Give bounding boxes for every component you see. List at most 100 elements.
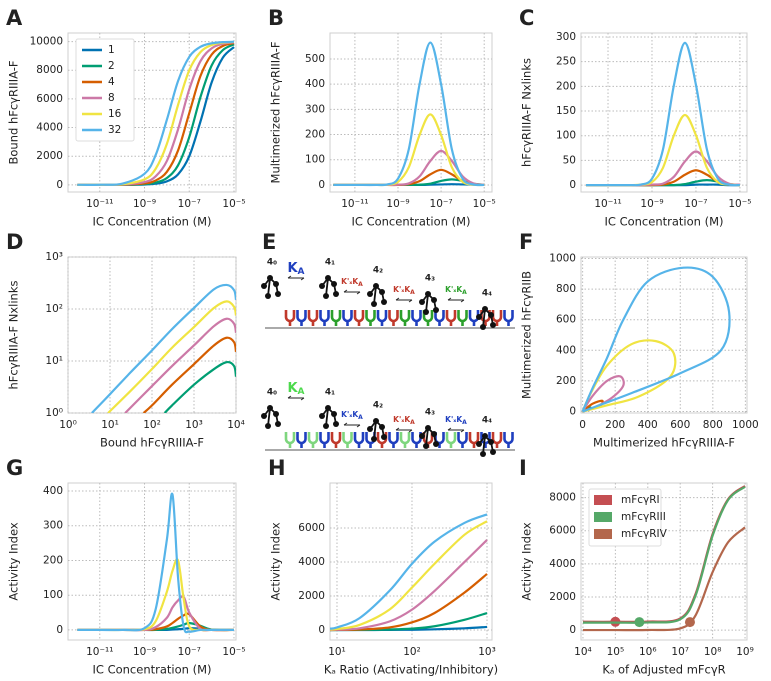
receptor (480, 432, 491, 448)
state-label: 4₂ (373, 266, 383, 276)
x-tick-label: 600 (670, 419, 690, 431)
rate-constant: K'ₓKA (445, 285, 467, 296)
y-tick-label: 10⁰ (45, 407, 63, 419)
y-axis-label: Activity Index (269, 522, 283, 601)
receptor (353, 310, 365, 326)
equilibrium-arrow (395, 427, 413, 433)
x-axis-label: IC Concentration (M) (605, 215, 724, 229)
y-tick-label: 500 (305, 53, 325, 65)
receptor (457, 432, 468, 448)
x-tick-label: 10⁶ (639, 646, 657, 658)
x-tick-label: 10² (403, 646, 421, 658)
state-label: 4₄ (482, 416, 492, 426)
y-tick-label: 100 (556, 130, 576, 142)
y-tick-label: 300 (556, 31, 576, 43)
equilibrium-arrow (287, 275, 305, 281)
x-axis-label: Kₐ Ratio (Activating/Inhibitory) (324, 663, 498, 677)
x-tick-label: 10⁻⁷ (684, 198, 707, 210)
state-label: 4₃ (425, 274, 435, 284)
plot-area (329, 482, 493, 641)
x-tick-label: 10⁻¹¹ (341, 198, 368, 210)
y-tick-label: 200 (305, 129, 325, 141)
state-label: 4₀ (267, 388, 277, 398)
x-tick-label: 10⁴ (574, 646, 592, 658)
y-tick-label: 200 (556, 80, 576, 92)
legend-label: mFcγRIII (621, 511, 666, 523)
x-tick-label: 10⁻⁵ (222, 198, 245, 210)
receptor (411, 432, 422, 448)
constant-symbol: K'ₓK (393, 415, 411, 424)
y-tick-label: 0 (569, 624, 576, 636)
y-tick-label: 100 (43, 589, 63, 601)
x-tick-label: 1000 (732, 419, 759, 431)
panel-label: C (519, 6, 534, 30)
series-line (77, 492, 234, 634)
receptor (491, 432, 503, 448)
x-axis-label: IC Concentration (M) (93, 215, 212, 229)
series-line (581, 266, 731, 413)
x-tick-label: 10⁷ (671, 646, 689, 658)
x-tick-label: 10⁻⁷ (430, 198, 453, 210)
y-tick-label: 10¹ (45, 355, 63, 367)
ic-link (321, 407, 337, 427)
y-tick-label: 400 (43, 485, 63, 497)
x-tick-label: 800 (703, 419, 723, 431)
legend-swatch (594, 512, 612, 522)
receptor (388, 432, 399, 448)
ic-link (478, 435, 494, 455)
rate-constant: KA (287, 261, 304, 277)
x-tick-label: 10⁻⁹ (640, 198, 663, 210)
y-tick-label: 200 (43, 554, 63, 566)
y-tick-label: 50 (563, 154, 576, 166)
y-tick-label: 4000 (298, 556, 325, 568)
y-axis-label: Activity Index (7, 522, 21, 601)
y-tick-label: 4000 (549, 558, 576, 570)
y-tick-label: 300 (43, 520, 63, 532)
x-tick-label: 200 (605, 419, 625, 431)
x-tick-label: 10⁵ (607, 646, 625, 658)
rate-constant: K'ₓKA (341, 277, 363, 288)
series-line (77, 40, 235, 186)
state-label: 4₄ (482, 289, 492, 299)
receptor (342, 432, 353, 448)
legend-box (75, 38, 135, 142)
receptor (457, 310, 468, 326)
legend-label: 1 (108, 44, 115, 56)
constant-symbol: K'ₓK (445, 285, 463, 294)
marker (634, 617, 645, 628)
ic-link (369, 285, 385, 305)
y-tick-label: 400 (305, 78, 325, 90)
receptor (388, 310, 399, 326)
panel-label: B (268, 6, 284, 30)
ic-link (421, 293, 437, 313)
receptor (330, 310, 342, 326)
y-tick-label: 6000 (549, 525, 576, 537)
constant-symbol: K (287, 381, 298, 396)
legend-label: 4 (108, 76, 115, 88)
x-tick-label: 10⁻⁵ (222, 646, 245, 658)
y-tick-label: 0 (318, 624, 325, 636)
constant-symbol: K (287, 261, 298, 276)
receptor (284, 432, 296, 448)
x-tick-label: 10⁻⁹ (386, 198, 409, 210)
equilibrium-arrow (343, 289, 361, 295)
plot-area (580, 256, 748, 414)
x-tick-label: 0 (579, 419, 586, 431)
receptor (445, 310, 457, 326)
receptor (376, 310, 388, 326)
receptor (434, 310, 445, 326)
legend-swatch (594, 495, 612, 505)
receptor (399, 432, 411, 448)
y-tick-label: 0 (569, 179, 576, 191)
y-tick-label: 200 (556, 375, 576, 387)
series-line (107, 300, 236, 413)
y-tick-label: 10000 (30, 36, 63, 48)
constant-subscript: A (410, 289, 415, 296)
receptor (353, 432, 365, 448)
constant-subscript: A (298, 387, 305, 397)
state-label: 4₁ (325, 258, 335, 268)
y-tick-label: 0 (56, 179, 63, 191)
series-line (333, 41, 485, 187)
receptor (307, 310, 319, 326)
